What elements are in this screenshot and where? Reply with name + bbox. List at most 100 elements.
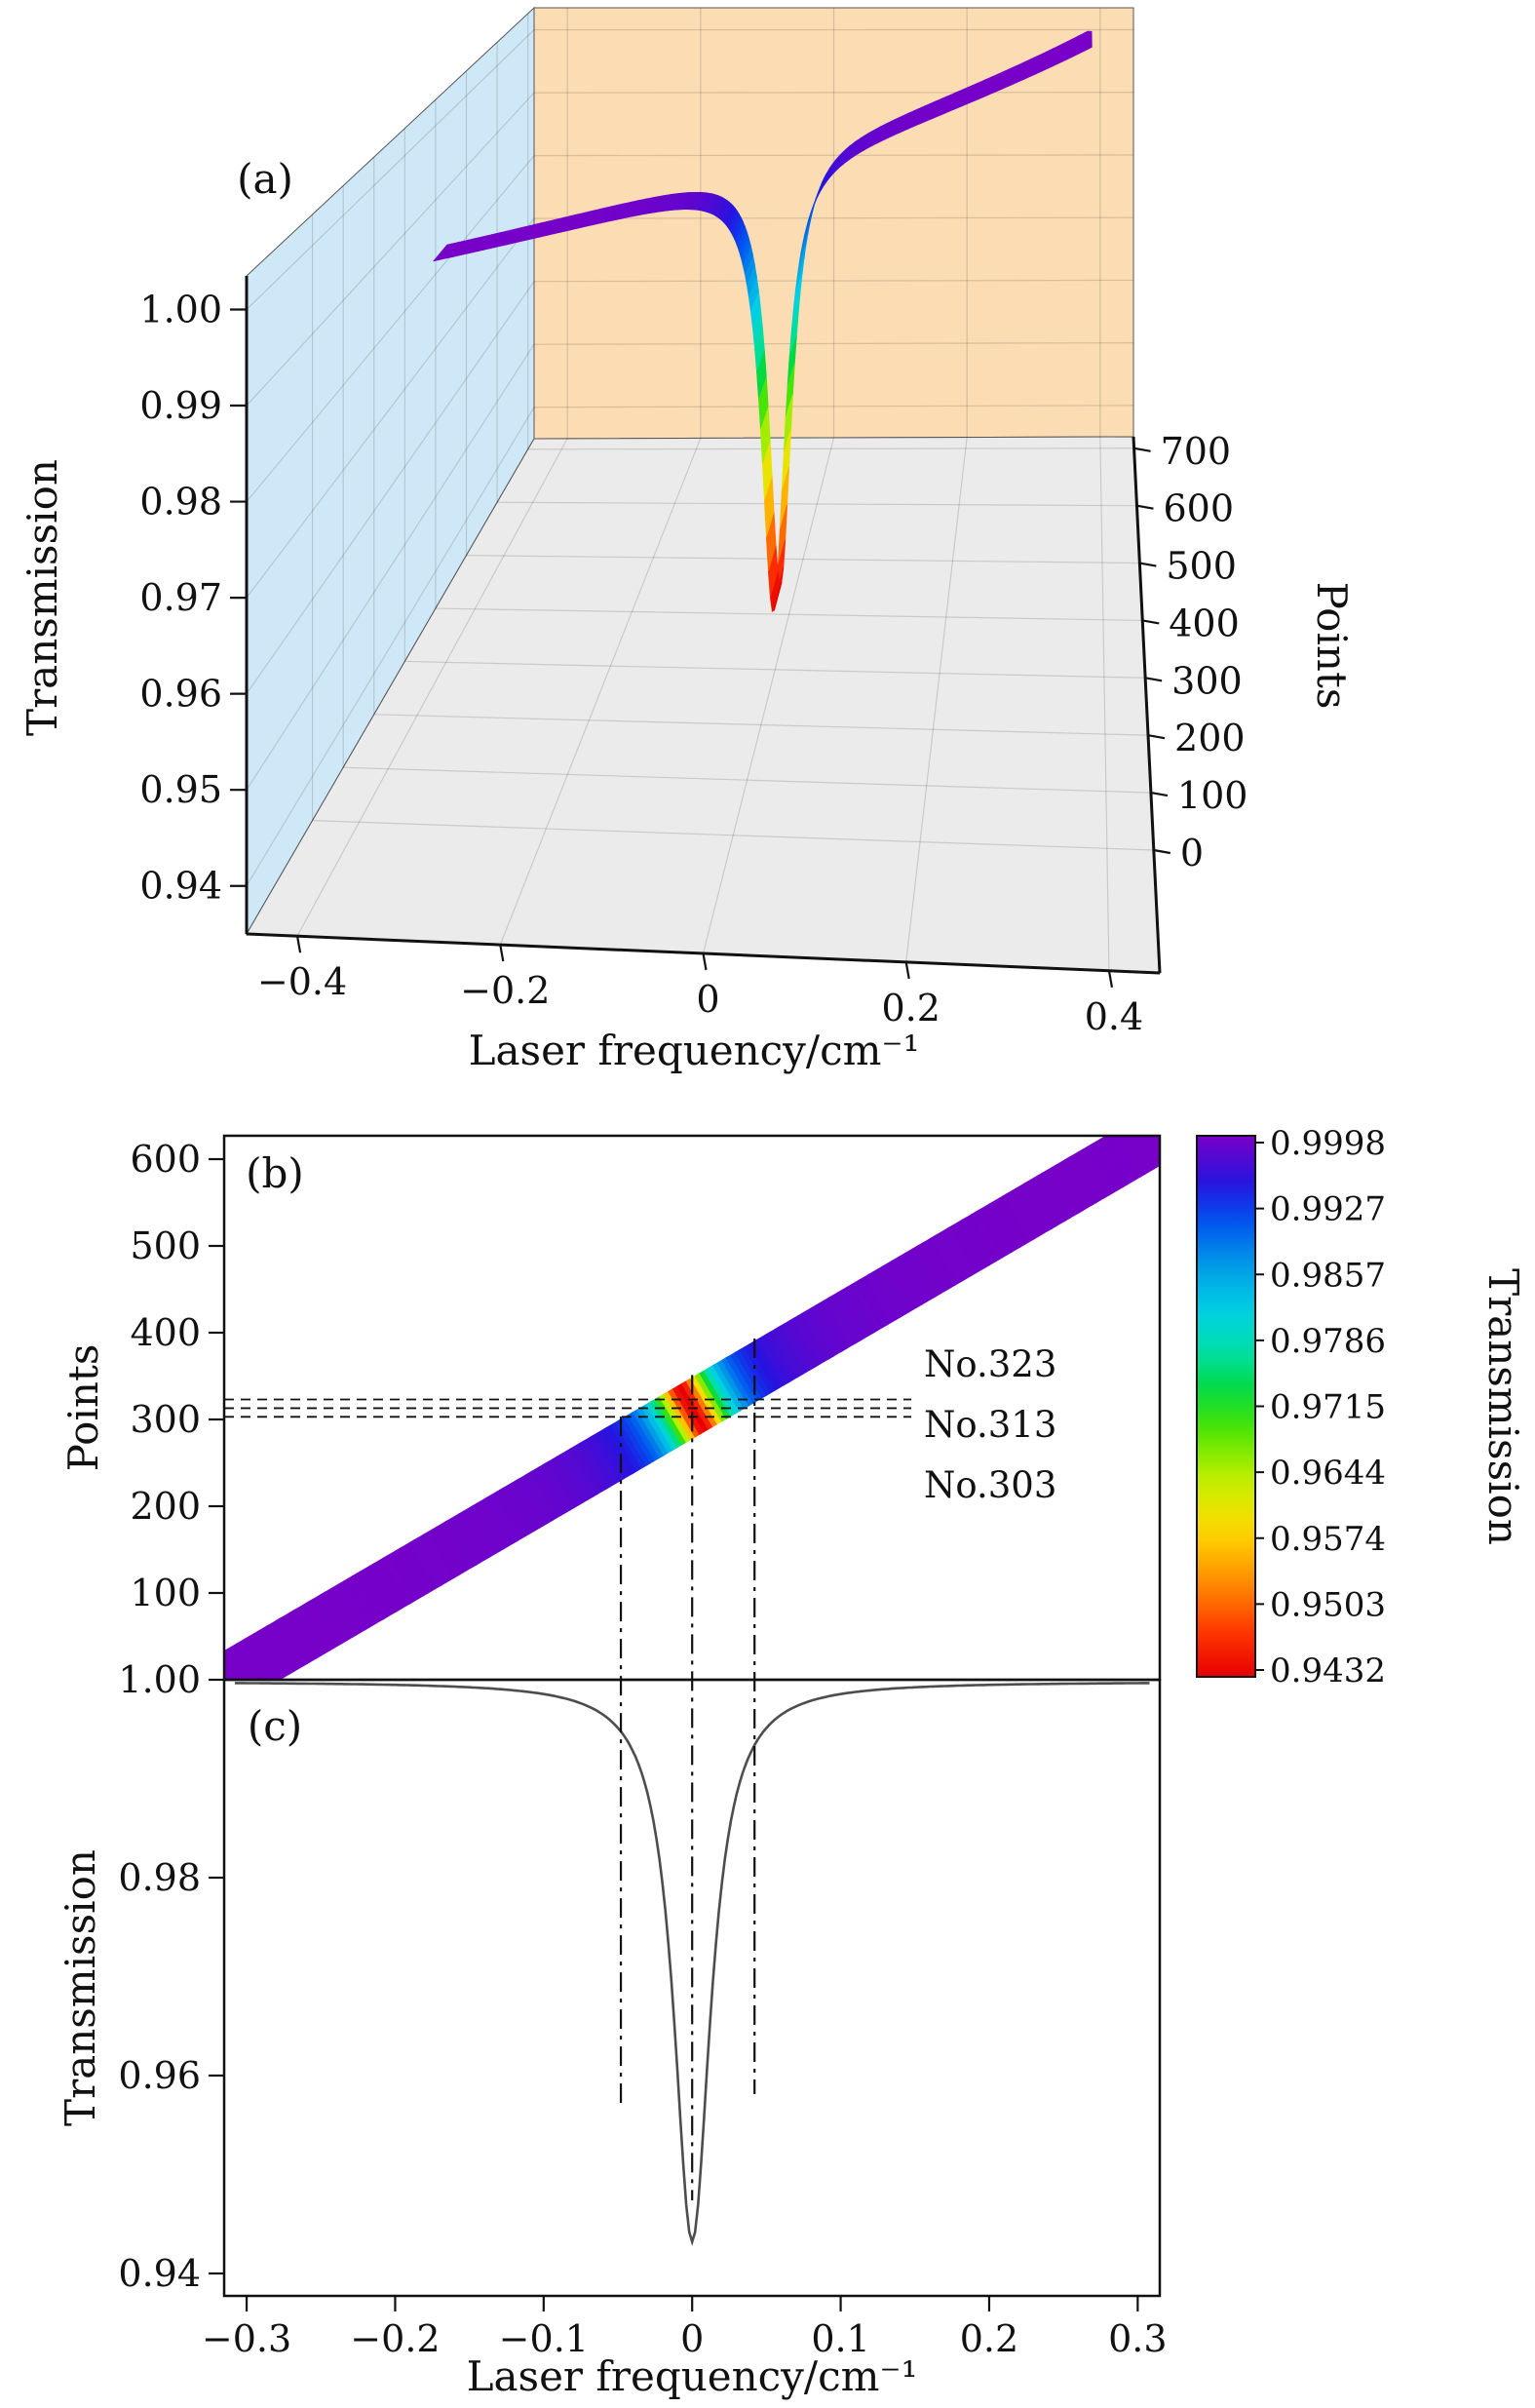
scan-band <box>125 1037 1301 1754</box>
label-no-323: No.323 <box>924 1343 1056 1385</box>
floor-grid <box>527 447 1134 450</box>
leftwall-grid <box>246 407 535 887</box>
band-segment <box>224 1662 234 1680</box>
leftwall-grid <box>246 155 535 502</box>
y-tick-label-b: 100 <box>130 1572 201 1614</box>
x-tick-label-c: 0.3 <box>1108 2317 1167 2360</box>
band-segment <box>1168 1098 1199 1146</box>
band-segment <box>1261 1043 1292 1091</box>
floor-grid <box>312 820 1154 851</box>
floor-grid <box>404 660 1146 679</box>
band-segment <box>138 1698 170 1746</box>
band-segment <box>1122 1136 1151 1175</box>
axis-title-frequency-c: Laser frequency/cm⁻¹ <box>467 2352 918 2400</box>
x-tick <box>1107 970 1114 988</box>
backwall-grid <box>533 154 1134 157</box>
x-tick-label: −0.2 <box>460 969 550 1012</box>
axis-title-transmission-c: Transmission <box>57 1849 104 2126</box>
band-segment <box>143 1696 174 1744</box>
x-tick <box>702 952 708 971</box>
transmission-curve <box>234 1682 1150 2247</box>
backwall-grid <box>533 216 1134 219</box>
colorbar-tick-label: 0.9503 <box>1270 1585 1386 1624</box>
band-segment <box>125 1706 156 1754</box>
points-tick <box>1133 447 1151 452</box>
band-segment <box>1116 1136 1146 1178</box>
points-axis-line <box>1132 436 1162 974</box>
band-segment <box>1208 1074 1239 1122</box>
y-tick-label-c: 0.94 <box>118 2252 201 2295</box>
band-segment <box>1212 1071 1244 1119</box>
x-tick-label-c: −0.2 <box>350 2317 440 2360</box>
colorbar-tick-label: 0.9998 <box>1270 1124 1386 1163</box>
floor-grid <box>702 437 835 954</box>
panel-a: 1.00 0.99 0.98 0.97 0.96 0.95 0.94 −0.4 −0.2 0 0.2… <box>19 6 1356 1074</box>
label-no-303: No.303 <box>924 1464 1056 1506</box>
floor-grid <box>373 714 1149 736</box>
band-segment <box>1163 1100 1194 1147</box>
z-tick-label: 0.97 <box>139 576 222 619</box>
points-tick <box>1142 619 1160 625</box>
floor-grid <box>1099 437 1110 971</box>
band-segment <box>1244 1053 1275 1101</box>
band-segment <box>1199 1079 1230 1127</box>
leftwall-grid <box>246 281 535 694</box>
points-tick-label: 200 <box>1174 717 1246 759</box>
band-segment <box>1221 1067 1252 1114</box>
band-segment <box>1204 1076 1235 1124</box>
x-tick <box>904 961 910 980</box>
z-tick-label: 0.98 <box>139 481 222 524</box>
panel-label-c: (c) <box>248 1702 302 1750</box>
points-tick-label: 100 <box>1177 774 1248 817</box>
points-tick-label: 500 <box>1166 545 1237 588</box>
leftwall-grid <box>246 343 535 791</box>
band-segment <box>1235 1059 1266 1107</box>
points-tick-label: 400 <box>1169 602 1240 644</box>
points-tick-label: 300 <box>1171 659 1243 702</box>
colorbar-tick-label: 0.9574 <box>1270 1520 1386 1559</box>
axis-title-points-b: Points <box>59 1344 107 1472</box>
points-tick <box>1147 734 1166 740</box>
y-tick-label-c: 1.00 <box>118 1658 201 1701</box>
band-segment <box>1104 1136 1137 1183</box>
x-tick-label-c: 0.2 <box>960 2317 1018 2360</box>
panel-label-b: (b) <box>246 1149 304 1197</box>
x-tick <box>295 936 302 953</box>
band-segment <box>1128 1136 1155 1173</box>
ribbon-segment <box>432 244 451 262</box>
colorbar-tick-label: 0.9786 <box>1270 1322 1386 1361</box>
band-segment <box>1176 1092 1208 1140</box>
leftwall-grid <box>246 29 535 310</box>
colorbar-tick-label: 0.9857 <box>1270 1256 1386 1295</box>
y-tick-label-b: 200 <box>130 1485 201 1528</box>
colorbar <box>1196 1135 1256 1678</box>
floor-grid <box>499 438 702 946</box>
grid-lines-3d <box>246 8 1154 971</box>
x-tick-label: 0.2 <box>882 987 940 1029</box>
floor-grid <box>296 438 568 937</box>
floor-grid <box>497 501 1137 507</box>
colorbar-tick-label: 0.9432 <box>1270 1651 1386 1690</box>
band-segment <box>134 1701 165 1749</box>
leftwall-grid <box>246 92 535 407</box>
panel-c: 1.00 0.98 0.96 0.94−0.3 −0.2 −0.1 0 0.1 0.2 0.3 Tr… <box>57 1658 1168 2400</box>
y-tick-label-b: 500 <box>130 1224 201 1267</box>
band-segment <box>1247 1051 1279 1099</box>
band-segment <box>1270 1037 1301 1085</box>
panel-label-a: (a) <box>237 155 293 203</box>
band-segment <box>1185 1087 1216 1135</box>
backwall-grid <box>533 405 1134 408</box>
z-tick-label: 0.96 <box>139 673 222 716</box>
band-segment <box>1256 1045 1287 1093</box>
band-segment <box>1181 1090 1212 1138</box>
z-tick-label: 0.94 <box>139 865 222 908</box>
y-tick-label-b: 600 <box>130 1138 201 1181</box>
band-segment <box>196 1665 227 1713</box>
points-tick <box>1153 848 1171 855</box>
axis-title-transmission-a: Transmission <box>19 459 66 736</box>
y-tick-label-b: 400 <box>130 1311 201 1354</box>
floor-grid <box>905 437 968 962</box>
ribbon-surface <box>432 30 1093 612</box>
